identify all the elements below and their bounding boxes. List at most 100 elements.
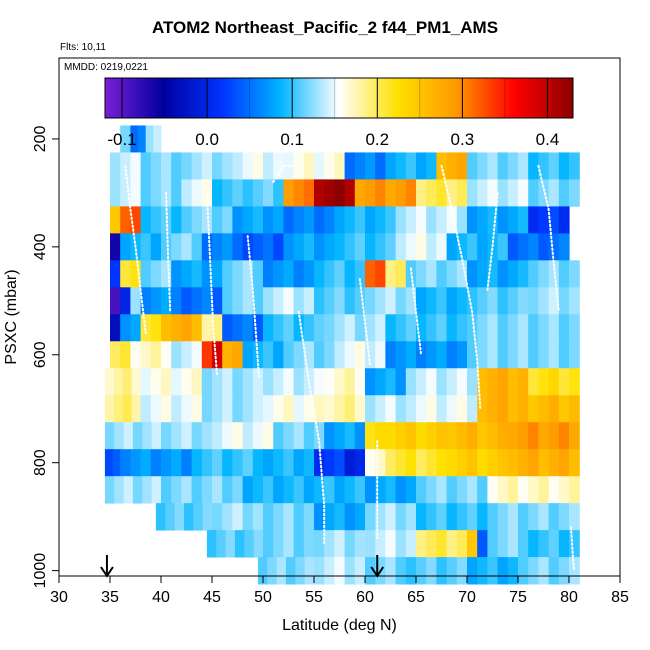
heatmap-cell (507, 557, 519, 585)
heatmap-cell (232, 260, 244, 288)
heatmap-cell (436, 260, 448, 288)
heatmap-cell (436, 449, 448, 477)
heatmap-cell (426, 557, 437, 585)
heatmap-cell (446, 341, 458, 369)
heatmap-cell (212, 422, 223, 450)
heatmap-cell (334, 206, 346, 234)
heatmap-cell (426, 179, 437, 207)
heatmap-cell (242, 476, 254, 504)
heatmap-cell (222, 206, 233, 234)
heatmap-cell (477, 341, 488, 369)
arrow-head (370, 566, 385, 578)
heatmap-cell (436, 557, 448, 585)
heatmap-cell (273, 368, 284, 396)
heatmap-cell (395, 233, 407, 261)
heatmap-cell (232, 314, 244, 342)
heatmap-cell (365, 503, 376, 531)
heatmap-cell (263, 476, 274, 504)
heatmap-cell (426, 233, 437, 261)
heatmap-cell (267, 557, 278, 585)
heatmap-cell (518, 287, 529, 315)
heatmap-cell (538, 233, 550, 261)
heatmap-cell (436, 179, 448, 207)
heatmap-cell (201, 152, 213, 180)
heatmap-cell (405, 368, 417, 396)
heatmap-cell (181, 179, 193, 207)
heatmap-cell (416, 179, 427, 207)
heatmap-cell (344, 152, 356, 180)
heatmap-cell (212, 206, 223, 234)
heatmap-cell (242, 287, 254, 315)
heatmap-cell (569, 449, 580, 477)
heatmap-cell (548, 314, 560, 342)
heatmap-cell (426, 152, 437, 180)
heatmap-cell (232, 422, 244, 450)
colorbar-tick-label: 0.0 (195, 130, 219, 149)
heatmap-cell (446, 179, 458, 207)
heatmap-cell (426, 530, 437, 558)
flight-track-line (358, 278, 372, 367)
heatmap-cell (150, 152, 162, 180)
heatmap-cell (528, 476, 539, 504)
heatmap-cell (181, 368, 193, 396)
heatmap-cell (528, 287, 539, 315)
heatmap-cell (344, 368, 356, 396)
heatmap-cell (528, 341, 539, 369)
heatmap-cell (242, 503, 254, 531)
heatmap-cell (293, 449, 305, 477)
heatmap-cell (151, 476, 162, 504)
heatmap-cell (528, 233, 539, 261)
heatmap-cell (385, 233, 397, 261)
heatmap-cell (242, 395, 254, 423)
heatmap-cell (174, 503, 185, 531)
heatmap-cell (334, 476, 346, 504)
heatmap-cell (477, 476, 488, 504)
heatmap-cell (181, 449, 193, 477)
heatmap-cell (283, 260, 295, 288)
heatmap-cell (303, 152, 315, 180)
heatmap-cell (242, 368, 254, 396)
heatmap-cell (344, 179, 356, 207)
heatmap-cell (507, 341, 519, 369)
heatmap-cell (375, 395, 386, 423)
heatmap-cell (123, 476, 134, 504)
heatmap-cell (314, 449, 325, 477)
heatmap-cell (283, 206, 295, 234)
heatmap-cell (334, 341, 346, 369)
heatmap-cell (344, 530, 356, 558)
heatmap-cell (216, 530, 227, 558)
heatmap-cell (181, 395, 193, 423)
heatmap-cell (354, 395, 366, 423)
heatmap-cell (283, 422, 295, 450)
heatmap-cell (242, 152, 254, 180)
heatmap-cell (110, 233, 121, 261)
heatmap-cell (487, 476, 499, 504)
heatmap-cell (487, 314, 499, 342)
heatmap-cell (538, 152, 550, 180)
heatmap-cell (477, 503, 488, 531)
heatmap-cell (436, 341, 448, 369)
heatmap-cell (416, 260, 427, 288)
heatmap-cell (252, 422, 264, 450)
heatmap-cell (416, 206, 427, 234)
heatmap-cell (314, 179, 325, 207)
heatmap-cell (273, 476, 284, 504)
heatmap-cell (395, 530, 407, 558)
flight-track-line (570, 526, 576, 572)
heatmap-cell (375, 368, 386, 396)
heatmap-cell (181, 260, 193, 288)
heatmap-cell (140, 449, 152, 477)
heatmap-cell (385, 206, 397, 234)
x-tick-label: 75 (509, 589, 527, 606)
heatmap-cell (385, 530, 397, 558)
heatmap-cell (295, 557, 306, 585)
heatmap-cell (273, 152, 284, 180)
colorbar: -0.1 0.0 0.1 0.2 0.3 0.4 (104, 77, 574, 149)
heatmap-cell (375, 233, 386, 261)
heatmap-cell (212, 233, 223, 261)
heatmap-cell (426, 341, 437, 369)
heatmap-cell (110, 179, 121, 207)
heatmap-cell (395, 341, 407, 369)
heatmap-cell (201, 233, 213, 261)
heatmap-cell (375, 530, 386, 558)
